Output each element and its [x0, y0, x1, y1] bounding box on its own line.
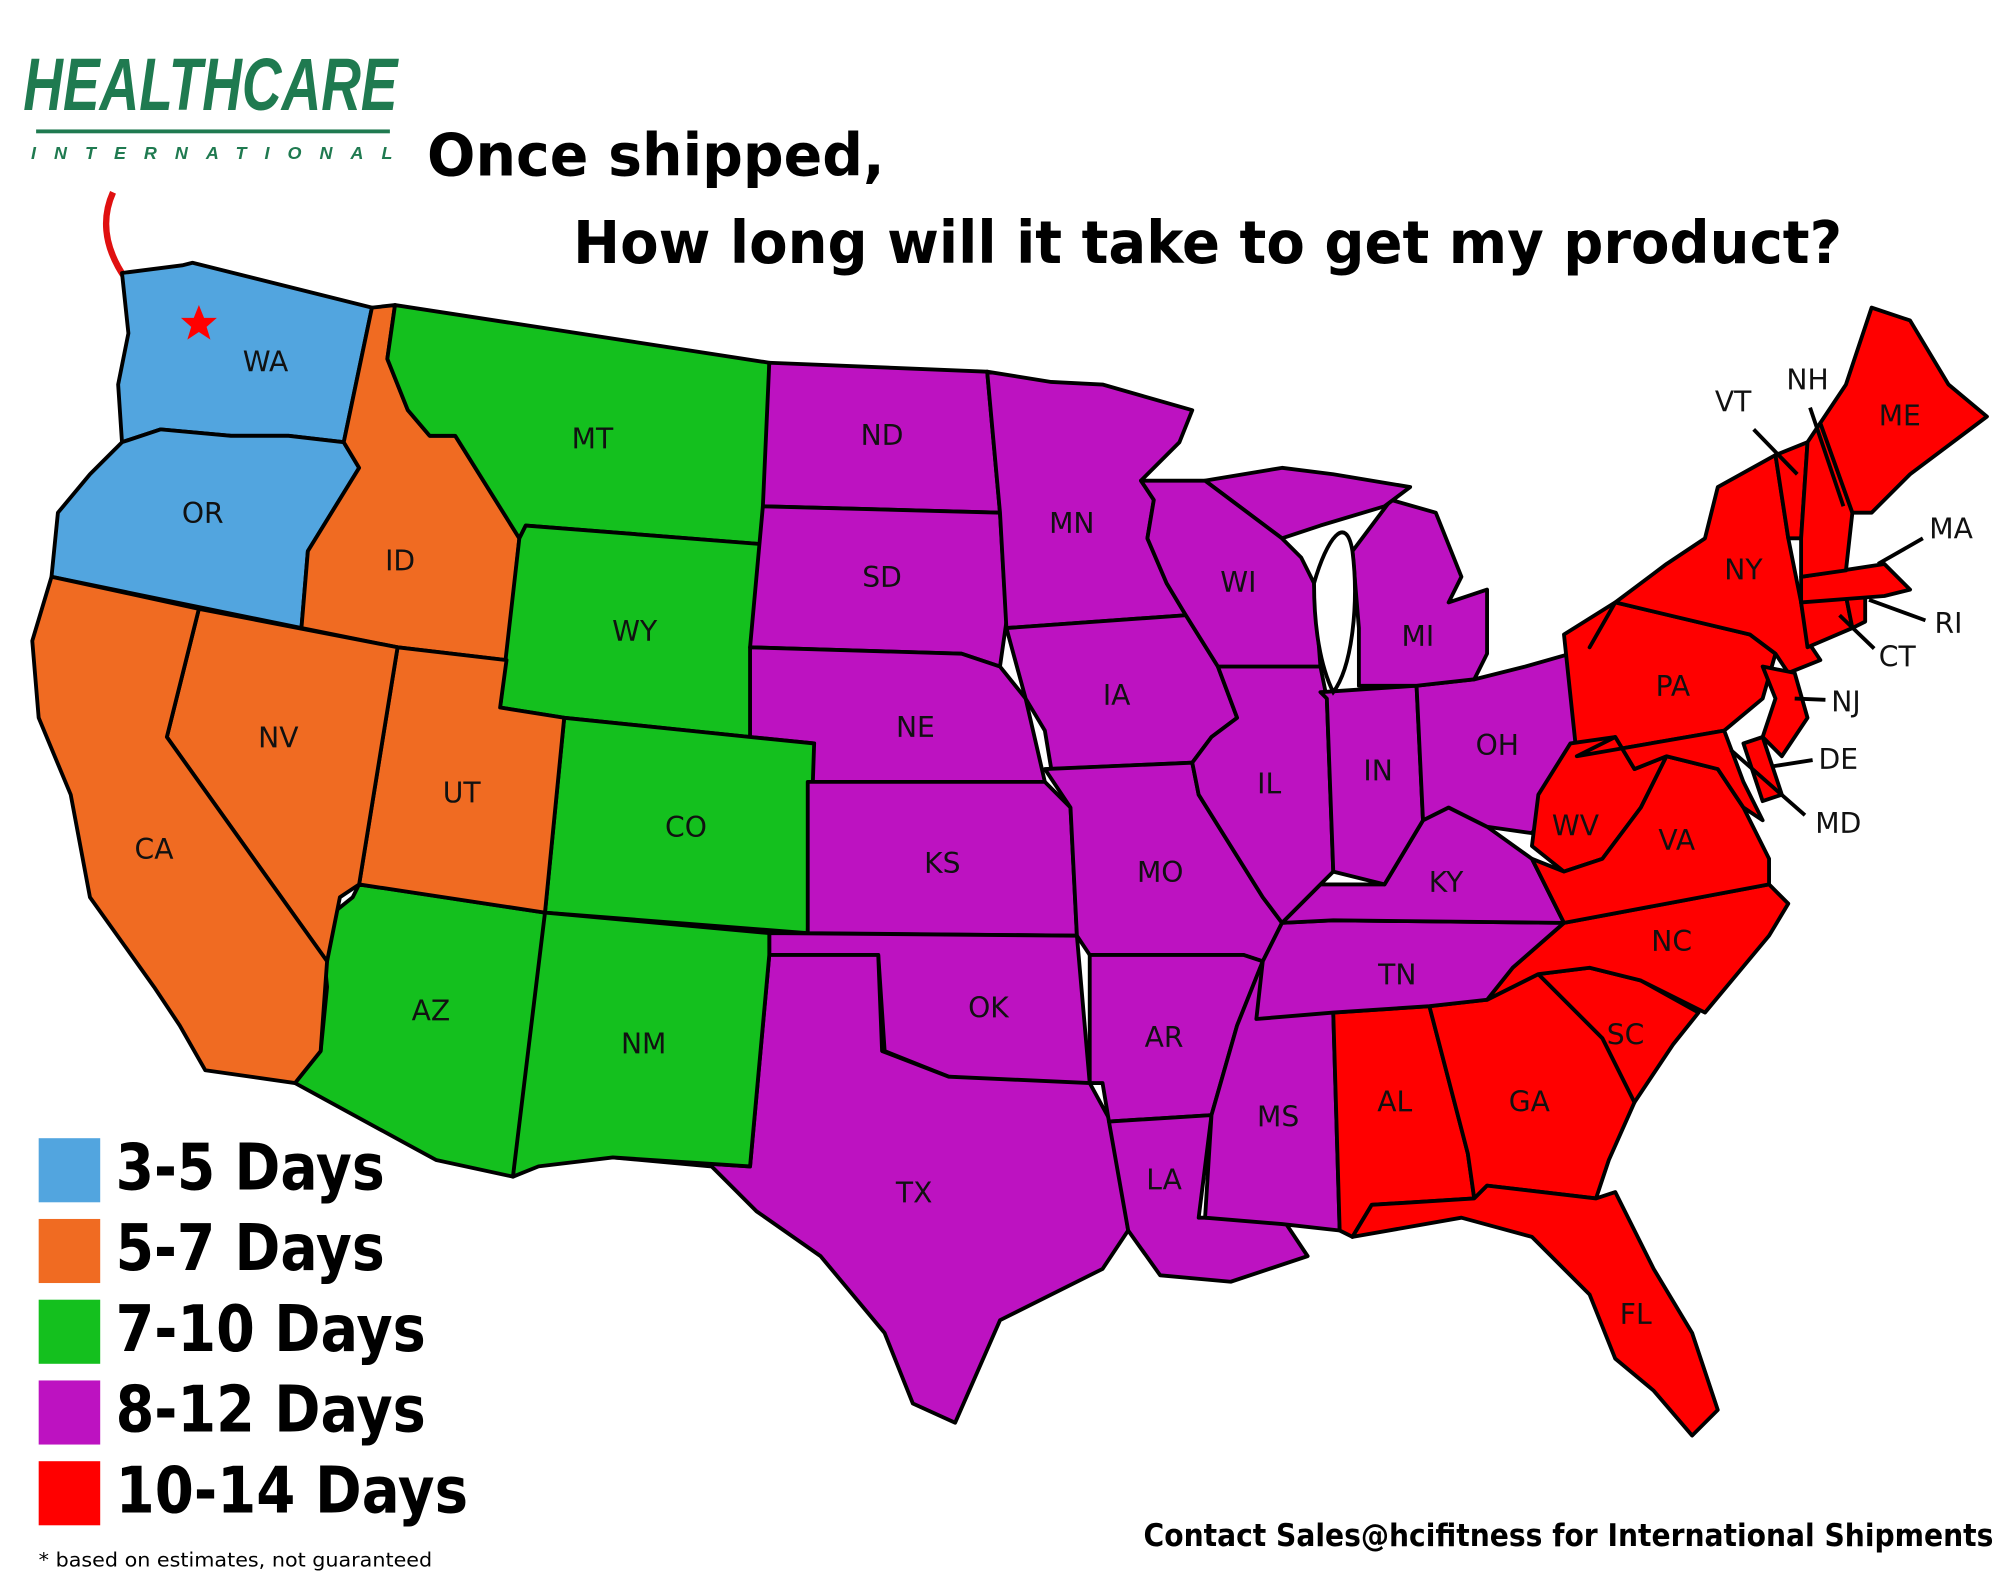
state-label-id: ID: [385, 544, 415, 577]
state-label-ar: AR: [1145, 1021, 1184, 1054]
state-label-mo: MO: [1137, 856, 1184, 889]
state-mi-upper-peninsula: [1203, 465, 1413, 541]
state-label-ms: MS: [1257, 1101, 1299, 1134]
state-label-al: AL: [1377, 1085, 1412, 1118]
state-label-va: VA: [1658, 824, 1695, 857]
lake-michigan: [1312, 530, 1357, 696]
contact-text: Contact Sales@hcifitness for Internation…: [1144, 1518, 1994, 1554]
seattle-star-icon: [180, 305, 217, 340]
state-label-ia: IA: [1103, 679, 1131, 712]
state-nj: [1760, 664, 1810, 759]
state-label-in: IN: [1363, 755, 1392, 788]
state-label-nv: NV: [258, 721, 299, 754]
legend-swatch: [38, 1380, 101, 1445]
state-wi: [1139, 478, 1323, 669]
state-me: [1818, 305, 1989, 515]
legend-label: 8-12 Days: [116, 1374, 426, 1448]
state-label-wa: WA: [243, 346, 289, 379]
healthcare-logo: HEALTHCARE INTERNATIONAL: [23, 43, 399, 163]
footnote: * based on estimates, not guaranteed: [39, 1548, 433, 1571]
state-label-nd: ND: [861, 419, 904, 452]
legend-swatch: [38, 1138, 101, 1203]
state-label-la: LA: [1146, 1163, 1182, 1196]
state-label-co: CO: [665, 811, 707, 844]
state-label-ok: OK: [968, 992, 1010, 1025]
state-label-il: IL: [1257, 767, 1281, 800]
legend-swatch: [38, 1299, 101, 1364]
legend-label: 3-5 Days: [116, 1131, 385, 1205]
title-line-1: Once shipped,: [427, 121, 885, 190]
logo-rule: [36, 129, 390, 134]
state-label-ky: KY: [1429, 866, 1464, 899]
state-label-sc: SC: [1607, 1019, 1645, 1052]
label-leader-lines: [1729, 406, 1927, 817]
state-tx: [610, 952, 1131, 1425]
state-label-de: DE: [1819, 743, 1859, 776]
state-label-nc: NC: [1651, 925, 1692, 958]
state-mi: [1350, 497, 1489, 688]
state-label-oh: OH: [1476, 729, 1519, 762]
state-label-wi: WI: [1220, 566, 1256, 599]
state-label-az: AZ: [412, 994, 451, 1027]
state-label-ct: CT: [1879, 641, 1917, 674]
state-label-ca: CA: [135, 833, 175, 866]
state-fl: [1350, 1183, 1720, 1438]
state-label-nj: NJ: [1831, 685, 1860, 718]
state-label-mt: MT: [572, 423, 614, 456]
state-label-wy: WY: [612, 615, 658, 648]
state-tn: [1254, 918, 1566, 1021]
title-line-2: How long will it take to get my product?: [573, 208, 1842, 277]
legend-label: 10-14 Days: [116, 1454, 468, 1528]
state-label-pa: PA: [1656, 670, 1691, 703]
legend-label: 5-7 Days: [116, 1212, 385, 1286]
state-label-tn: TN: [1377, 958, 1416, 991]
logo-name: HEALTHCARE: [23, 43, 399, 126]
state-label-ny: NY: [1724, 553, 1763, 586]
state-label-or: OR: [182, 497, 224, 530]
state-label-mn: MN: [1049, 507, 1094, 540]
state-label-wv: WV: [1552, 810, 1600, 843]
state-label-md: MD: [1815, 807, 1861, 840]
state-ca: [30, 574, 329, 1086]
state-label-ga: GA: [1509, 1085, 1551, 1118]
state-label-nm: NM: [621, 1028, 666, 1061]
state-la: [1107, 1113, 1310, 1284]
state-label-ut: UT: [443, 776, 482, 809]
state-label-nh: NH: [1786, 364, 1828, 397]
state-label-tx: TX: [895, 1176, 933, 1209]
state-label-me: ME: [1879, 400, 1921, 433]
state-label-fl: FL: [1620, 1298, 1652, 1331]
state-label-ri: RI: [1935, 607, 1963, 640]
legend-swatch: [38, 1461, 101, 1526]
state-md: [1574, 728, 1765, 823]
legend-swatch: [38, 1218, 101, 1284]
legend-label: 7-10 Days: [116, 1293, 426, 1367]
state-label-mi: MI: [1402, 620, 1435, 653]
state-label-vt: VT: [1715, 385, 1752, 418]
state-label-ma: MA: [1929, 512, 1973, 545]
state-label-ks: KS: [924, 847, 960, 880]
logo-sub: INTERNATIONAL: [31, 143, 392, 163]
state-label-ne: NE: [896, 711, 935, 744]
state-label-sd: SD: [862, 561, 902, 594]
